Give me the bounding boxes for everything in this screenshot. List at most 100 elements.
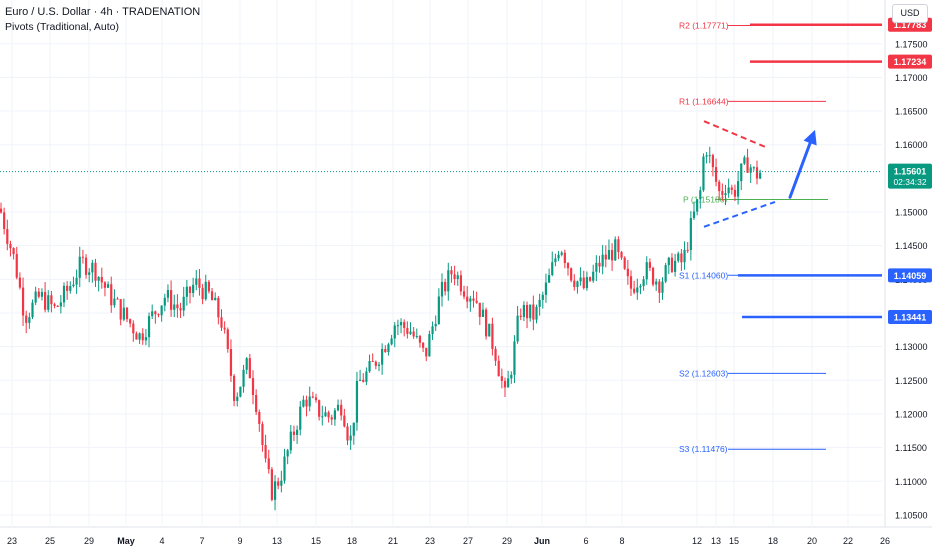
candle-body — [236, 396, 239, 401]
candle-body — [251, 378, 255, 396]
candle-body — [664, 265, 667, 282]
candle-body — [481, 309, 485, 317]
candle-body — [563, 252, 566, 264]
candle-body — [680, 253, 683, 263]
candle-body — [503, 380, 507, 388]
candle-body — [163, 297, 166, 306]
candle-body — [601, 254, 604, 267]
candle-body — [292, 431, 296, 435]
candle-body — [135, 333, 138, 340]
candle-body — [166, 290, 170, 298]
candle-body — [585, 277, 588, 289]
candle-body — [670, 257, 674, 272]
candle-body — [740, 163, 743, 182]
candle-body — [75, 277, 78, 285]
key-level-badge — [888, 54, 932, 69]
candle-body — [418, 335, 422, 343]
candle-body — [355, 380, 359, 423]
candle-body — [440, 281, 444, 297]
candle-body — [579, 277, 582, 282]
x-tick-label: 25 — [45, 536, 55, 546]
candle-body — [409, 331, 412, 334]
chart-header: Euro / U.S. Dollar · 4h · TRADENATION Pi… — [5, 5, 200, 35]
candle-body — [513, 341, 516, 375]
y-tick-label: 1.15000 — [895, 208, 928, 218]
candle-body — [450, 270, 453, 275]
y-tick-label: 1.11500 — [895, 443, 927, 453]
candle-body — [9, 243, 12, 249]
candle-body — [113, 298, 116, 306]
symbol-title[interactable]: Euro / U.S. Dollar · 4h · TRADENATION — [5, 6, 201, 18]
candle-body — [223, 327, 226, 330]
x-tick-label: 7 — [199, 536, 204, 546]
candle-body — [466, 296, 469, 302]
candle-body — [25, 315, 28, 323]
candle-body — [674, 260, 677, 272]
candle-body — [538, 299, 541, 307]
candle-body — [53, 304, 56, 306]
candle-body — [154, 311, 157, 315]
candle-body — [47, 295, 50, 310]
candle-body — [500, 376, 503, 381]
candle-body — [551, 262, 554, 275]
candle-body — [399, 322, 403, 326]
pivot-label-r2: R2 (1.17771) — [679, 21, 729, 31]
key-level-label: 1.17234 — [894, 57, 927, 67]
candle-body — [69, 286, 72, 291]
x-tick-label: 18 — [347, 536, 357, 546]
x-tick-label: 15 — [311, 536, 321, 546]
candle-body — [724, 193, 727, 196]
candle-body — [557, 254, 560, 259]
x-tick-label: 6 — [583, 536, 588, 546]
candle-body — [311, 396, 314, 398]
candle-body — [283, 456, 286, 481]
candle-body — [314, 397, 318, 401]
candle-body — [122, 307, 125, 320]
candle-body — [393, 325, 396, 339]
candle-body — [645, 262, 648, 280]
candle-body — [258, 412, 261, 424]
candle-body — [428, 334, 431, 357]
candle-body — [478, 302, 481, 317]
candle-body — [384, 348, 387, 353]
candle-body — [525, 304, 529, 319]
y-tick-label: 1.13000 — [895, 342, 928, 352]
candle-body — [718, 181, 721, 192]
candle-body — [462, 291, 466, 297]
projection-arrow-head — [803, 129, 817, 146]
key-levels: 1.17783 1.17234 1.14059 1.13441 — [738, 17, 932, 324]
candle-body — [611, 250, 614, 261]
candle-body — [711, 155, 714, 168]
resistance-trendline — [703, 120, 769, 149]
candle-body — [324, 412, 327, 417]
candle-body — [103, 282, 107, 288]
candle-body — [333, 410, 336, 420]
candle-body — [157, 314, 160, 316]
candle-body — [107, 284, 110, 288]
candle-body — [554, 258, 557, 263]
candle-body — [267, 458, 270, 470]
candle-body — [280, 480, 283, 486]
candle-body — [308, 396, 311, 407]
key-level-badge — [888, 268, 932, 283]
candle-body — [273, 481, 277, 500]
candle-body — [56, 305, 59, 307]
key-level-badge — [888, 309, 932, 324]
candle-body — [6, 229, 9, 244]
candle-body — [677, 253, 680, 261]
candle-body — [151, 311, 154, 317]
candle-body — [485, 309, 488, 337]
candle-body — [469, 298, 472, 302]
key-level-label: 1.13441 — [894, 312, 927, 322]
candle-body — [289, 431, 292, 451]
currency-button[interactable]: USD — [892, 4, 928, 23]
candle-body — [522, 304, 525, 317]
pivot-label-s1: S1 (1.14060) — [679, 270, 728, 280]
candle-body — [125, 307, 129, 320]
y-tick-label: 1.17000 — [895, 73, 928, 83]
candle-body — [170, 290, 173, 310]
indicator-label[interactable]: Pivots (Traditional, Auto) — [5, 21, 119, 33]
candle-body — [497, 360, 500, 377]
